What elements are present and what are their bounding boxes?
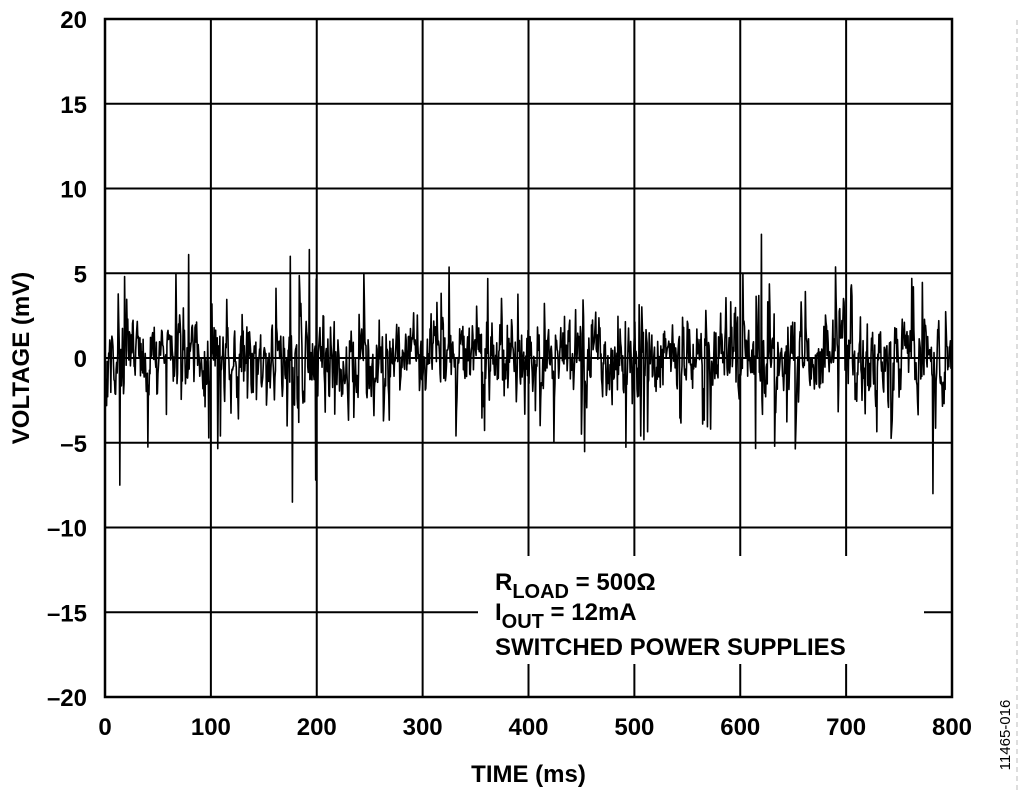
y-tick-label: 0 — [74, 346, 87, 373]
annotation-rload-value: = 500Ω — [569, 569, 656, 596]
figure-id-label: 11465-016 — [997, 700, 1014, 771]
annotation-rload-main: R — [495, 569, 512, 596]
tick-labels: 0 100 200 300 400 500 600 700 800 20 15 10 5 0 –5 –10 –1… — [47, 7, 972, 741]
y-axis-title: VOLTAGE (mV) — [8, 272, 35, 444]
x-tick-label: 100 — [191, 714, 231, 741]
y-tick-label: –5 — [60, 431, 87, 458]
annotation-supply-type: SWITCHED POWER SUPPLIES — [495, 634, 846, 661]
annotation-rload: RLOAD = 500Ω — [495, 569, 656, 603]
plot-frame — [103, 17, 954, 699]
x-tick-label: 200 — [297, 714, 337, 741]
annotation-rload-subscript: LOAD — [512, 581, 569, 603]
annotation-iout-main: I — [495, 599, 502, 626]
y-tick-label: 10 — [60, 177, 87, 204]
y-tick-label: 20 — [60, 7, 87, 34]
y-tick-label: –15 — [47, 600, 87, 627]
x-tick-label: 700 — [826, 714, 866, 741]
annotation-iout: IOUT = 12mA — [495, 599, 637, 633]
y-tick-label: 15 — [60, 92, 87, 119]
x-tick-label: 0 — [98, 714, 111, 741]
x-tick-label: 800 — [932, 714, 972, 741]
annotation-iout-subscript: OUT — [502, 611, 544, 633]
x-axis-title: TIME (ms) — [471, 761, 586, 788]
y-tick-label: –20 — [47, 685, 87, 712]
x-tick-label: 400 — [508, 714, 548, 741]
y-tick-label: –10 — [47, 516, 87, 543]
x-tick-label: 600 — [720, 714, 760, 741]
data-series-voltage-trace — [104, 233, 953, 503]
annotation-iout-value: = 12mA — [544, 599, 637, 626]
x-tick-label: 500 — [614, 714, 654, 741]
x-tick-label: 300 — [403, 714, 443, 741]
y-tick-label: 5 — [74, 261, 87, 288]
annotation-background — [478, 556, 924, 664]
